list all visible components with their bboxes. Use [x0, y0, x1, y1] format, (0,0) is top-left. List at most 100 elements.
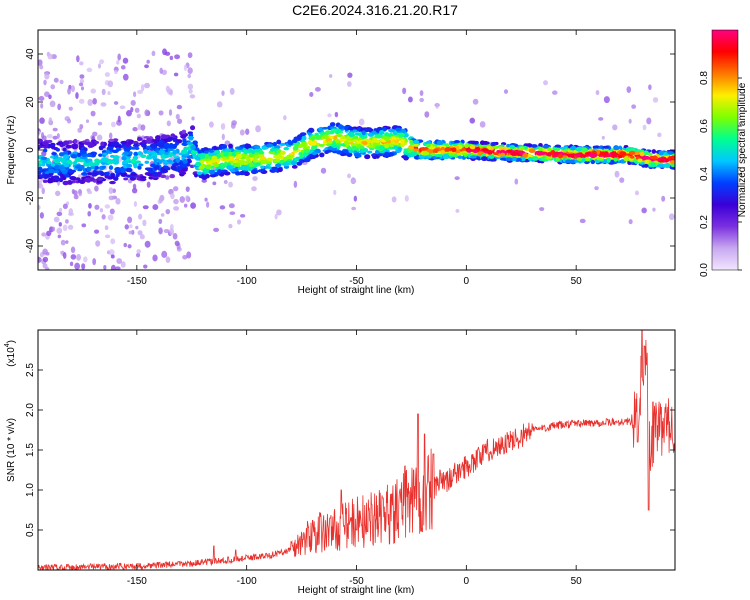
heatmap-cell [352, 129, 358, 133]
heatmap-cell [94, 158, 100, 164]
heatmap-cell [261, 146, 269, 150]
heatmap-cell [429, 152, 436, 156]
heatmap-cell [46, 230, 52, 237]
heatmap-cell [144, 109, 149, 117]
heatmap-cell [266, 157, 274, 161]
heatmap-cell [451, 147, 457, 153]
heatmap-cell [413, 143, 420, 147]
heatmap-cell [70, 254, 77, 260]
heatmap-cell [552, 90, 558, 95]
heatmap-cell [158, 149, 166, 154]
heatmap-cell [532, 156, 539, 161]
heatmap-cell [76, 55, 80, 63]
heatmap-cell [395, 127, 402, 132]
heatmap-cell [165, 175, 170, 180]
heatmap-cell [350, 179, 357, 184]
heatmap-cell [310, 155, 317, 160]
heatmap-cell [208, 149, 215, 153]
heatmap-x-tick-label: 0 [464, 276, 470, 287]
heatmap-cell [78, 159, 85, 163]
heatmap-cell [408, 144, 414, 150]
heatmap-cell [117, 115, 121, 123]
heatmap-cell [346, 81, 352, 87]
heatmap-cell [42, 248, 48, 255]
heatmap-cell [93, 161, 100, 166]
heatmap-panel: -150 -100 -50 0 50 -40 -20 0 20 40 Height of str… [6, 29, 676, 296]
heatmap-cell [516, 158, 522, 162]
heatmap-cell [253, 145, 261, 149]
heatmap-cell [79, 61, 84, 66]
heatmap-cell [271, 166, 279, 171]
heatmap-cell [52, 135, 58, 140]
heatmap-cell [172, 233, 178, 240]
heatmap-cell [201, 179, 207, 183]
heatmap-cell [138, 213, 143, 220]
heatmap-cell [364, 154, 371, 160]
heatmap-cell [165, 256, 171, 263]
heatmap-cell [63, 140, 70, 146]
heatmap-cell [486, 145, 491, 150]
colorbar-label: Normalized spectral amplitude [737, 82, 748, 217]
heatmap-cell [454, 176, 460, 181]
heatmap-cell [461, 152, 468, 156]
heatmap-cell [668, 213, 675, 221]
heatmap-cell [193, 173, 199, 178]
heatmap-x-tick-label: -100 [237, 276, 257, 287]
heatmap-cell [174, 54, 181, 60]
heatmap-cell [90, 151, 98, 156]
heatmap-cell [353, 152, 361, 158]
heatmap-cell [311, 145, 317, 151]
heatmap-cell [144, 64, 149, 69]
heatmap-cell [246, 158, 252, 164]
heatmap-cell [479, 144, 484, 149]
heatmap-cell [658, 158, 665, 163]
heatmap-cell [76, 152, 82, 158]
heatmap-cell [74, 156, 80, 162]
heatmap-cell [74, 164, 82, 169]
line-x-tick-label: -50 [349, 576, 364, 587]
heatmap-cell [152, 204, 159, 211]
heatmap-cell [642, 124, 647, 131]
heatmap-cell [170, 192, 175, 200]
heatmap-y-axis: -40 -20 0 20 40 [25, 48, 675, 253]
heatmap-cell [245, 128, 250, 135]
heatmap-cell [108, 165, 114, 170]
heatmap-cell [93, 229, 100, 234]
heatmap-cell [366, 127, 372, 131]
heatmap-cell [319, 152, 325, 158]
heatmap-cell [54, 170, 59, 174]
heatmap-cell [519, 146, 525, 151]
heatmap-cell [273, 145, 281, 149]
heatmap-cell [499, 157, 507, 161]
heatmap-cell [191, 116, 195, 121]
heatmap-cell [187, 67, 193, 74]
heatmap-cell [160, 174, 167, 179]
heatmap-cell [343, 140, 349, 145]
heatmap-cell [243, 171, 250, 177]
heatmap-cell [68, 106, 73, 111]
heatmap-cell [243, 149, 249, 155]
heatmap-cell [469, 144, 476, 150]
heatmap-cell [108, 249, 115, 256]
heatmap-cell [123, 242, 128, 248]
heatmap-cell [562, 155, 568, 159]
heatmap-cell [94, 165, 99, 170]
heatmap-cell [160, 213, 165, 217]
heatmap-cell [168, 152, 173, 158]
heatmap-cell [182, 159, 188, 164]
heatmap-cell [359, 146, 364, 150]
heatmap-cell [62, 154, 70, 160]
heatmap-cell [44, 72, 50, 80]
heatmap-cell [79, 78, 85, 84]
heatmap-cell [120, 261, 126, 268]
heatmap-cell [570, 145, 577, 151]
heatmap-cell [47, 53, 53, 60]
heatmap-cell [206, 201, 210, 208]
line-x-tick-label: -150 [127, 576, 147, 587]
heatmap-cell [377, 153, 383, 157]
heatmap-cell [180, 171, 187, 175]
heatmap-cell [435, 102, 439, 109]
heatmap-cell [223, 171, 231, 176]
heatmap-cell [154, 164, 160, 170]
heatmap-cell [565, 159, 572, 164]
